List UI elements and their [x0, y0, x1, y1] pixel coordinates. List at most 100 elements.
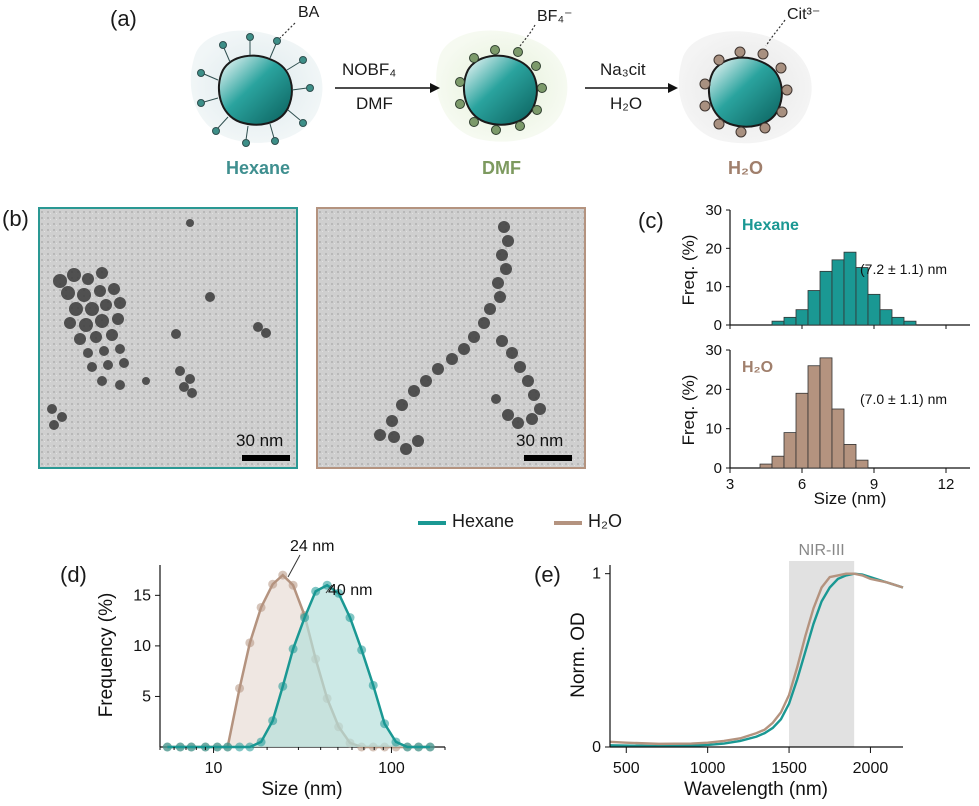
dls-point: [322, 580, 332, 590]
hist-bar: [783, 316, 797, 326]
dls-point: [368, 680, 378, 690]
hist-bar: [807, 290, 821, 326]
hist-ytick-label: 30: [705, 202, 722, 219]
hist-bar: [831, 259, 845, 326]
bf4-ligands: [455, 45, 547, 135]
scalebar-label-hexane: 30 nm: [236, 431, 284, 450]
nir-iii-label: NIR-III: [799, 542, 845, 559]
dls-point: [288, 580, 298, 590]
hist-bar: [903, 320, 917, 326]
hist-top-ylabel: Freq. (%): [680, 235, 698, 306]
hist-bar: [819, 270, 833, 326]
hist-bar: [843, 251, 857, 326]
hist-bar: [879, 309, 893, 326]
hist-xtick-label: 12: [938, 476, 955, 493]
hist-ytick-label: 20: [705, 240, 722, 257]
step2-reagent: Na₃cit: [600, 60, 646, 79]
histogram-panel-c: 3 6 9 12 0 10 20 30 0 10 20 30 Hexane (7.2 ± 1.1) n…: [680, 202, 970, 508]
dls-chart-panel-d: 10 100 5 10 15 Frequency (%) Size (nm) 24 nm…: [96, 538, 446, 800]
dls-peak-label-h2o: 24 nm: [290, 538, 334, 555]
bf4-ligand-label: BF₄⁻: [537, 8, 573, 25]
dls-point: [268, 716, 278, 726]
tem-h2o-particles: [318, 209, 584, 467]
dls-point: [345, 613, 355, 623]
dls-point: [162, 742, 172, 752]
hist-top-title: Hexane: [742, 217, 799, 234]
hist-ytick-label: 0: [714, 460, 722, 477]
dls-ylabel: Frequency (%): [96, 593, 117, 718]
panel-a-scheme: [190, 19, 812, 147]
scalebar-h2o: [524, 455, 572, 461]
tem-hexane-particles: [40, 209, 296, 467]
dls-point: [245, 638, 255, 648]
dls-point: [278, 570, 288, 580]
hist-bar: [783, 432, 797, 469]
hist-bar: [843, 443, 857, 469]
dls-xtick-label: 10: [205, 760, 223, 777]
absorbance-ylabel: Norm. OD: [568, 612, 589, 698]
dls-point: [391, 737, 401, 747]
dls-point: [186, 742, 196, 752]
tem-image-h2o: 30 nm: [316, 207, 586, 469]
dls-peak-pointer-h2o: [287, 554, 301, 578]
hist-bar: [759, 463, 773, 469]
absorbance-line-hexane: [609, 572, 904, 748]
absorbance-xtick-label: 1000: [690, 760, 726, 777]
solvent-label-h2o: H₂O: [728, 158, 763, 178]
panel-c-label: (c): [638, 208, 664, 233]
absorbance-chart-panel-e: 500 1000 1500 2000 0 1 Norm. OD Wavelength (n…: [568, 542, 904, 800]
dls-point: [256, 737, 266, 747]
cit-ligands: [699, 46, 793, 138]
hist-bottom-ylabel: Freq. (%): [680, 375, 698, 446]
legend-label-hexane: Hexane: [452, 511, 515, 531]
dls-ticks: 10 100 5 10 15: [133, 587, 446, 777]
absorbance-axes: [609, 565, 903, 748]
hist-xtick-label: 3: [726, 476, 734, 493]
dls-point: [235, 742, 245, 752]
dls-peak-pointer-hexane: [325, 584, 333, 594]
hist-bar: [795, 392, 809, 469]
dls-point: [268, 579, 278, 589]
absorbance-ytick-label: 0: [592, 739, 601, 756]
ba-pointer-arrow: [279, 22, 296, 39]
legend-swatch-hexane: [418, 521, 446, 525]
legend-label-h2o: H₂O: [588, 511, 622, 531]
hist-top-stat: (7.2 ± 1.1) nm: [860, 261, 947, 277]
step1-solvent: DMF: [356, 94, 393, 113]
bf4-pointer-arrow: [519, 24, 536, 47]
cit-pointer-arrow: [765, 19, 786, 47]
scalebar-label-h2o: 30 nm: [516, 431, 564, 450]
dls-point: [278, 681, 288, 691]
hist-bottom-stat: (7.0 ± 1.1) nm: [860, 391, 947, 407]
dls-point: [212, 742, 222, 752]
absorbance-series: [609, 572, 904, 748]
h2o-nanoparticle-core: [707, 56, 783, 128]
absorbance-line-h2o: [609, 572, 904, 746]
cit-ligand-label: Cit³⁻: [787, 6, 821, 23]
dls-xlabel: Size (nm): [261, 779, 342, 800]
solvent-label-hexane: Hexane: [226, 158, 291, 178]
dls-point: [402, 742, 412, 752]
dls-point: [334, 588, 344, 598]
dls-point: [245, 742, 255, 752]
dls-point: [300, 613, 310, 623]
dls-ytick-label: 10: [133, 638, 151, 655]
dls-xtick-label: 100: [378, 760, 405, 777]
dls-point: [235, 683, 245, 693]
panel-e-label: (e): [534, 562, 561, 587]
hist-xtick-label: 9: [870, 476, 878, 493]
absorbance-xtick-label: 1500: [771, 760, 807, 777]
step2-solvent: H₂O: [610, 94, 643, 113]
dls-point: [223, 742, 233, 752]
dls-point: [175, 742, 185, 752]
panel-b-label: (b): [2, 206, 29, 231]
dls-point: [311, 586, 321, 596]
legend: Hexane H₂O: [418, 509, 658, 535]
hist-bottom-bars: [759, 357, 869, 469]
ba-ligands: [197, 33, 314, 147]
hist-top-bars: [771, 251, 917, 326]
dls-point: [414, 742, 424, 752]
hist-bar: [771, 320, 785, 326]
dls-point: [425, 742, 435, 752]
hist-bar: [891, 316, 905, 326]
